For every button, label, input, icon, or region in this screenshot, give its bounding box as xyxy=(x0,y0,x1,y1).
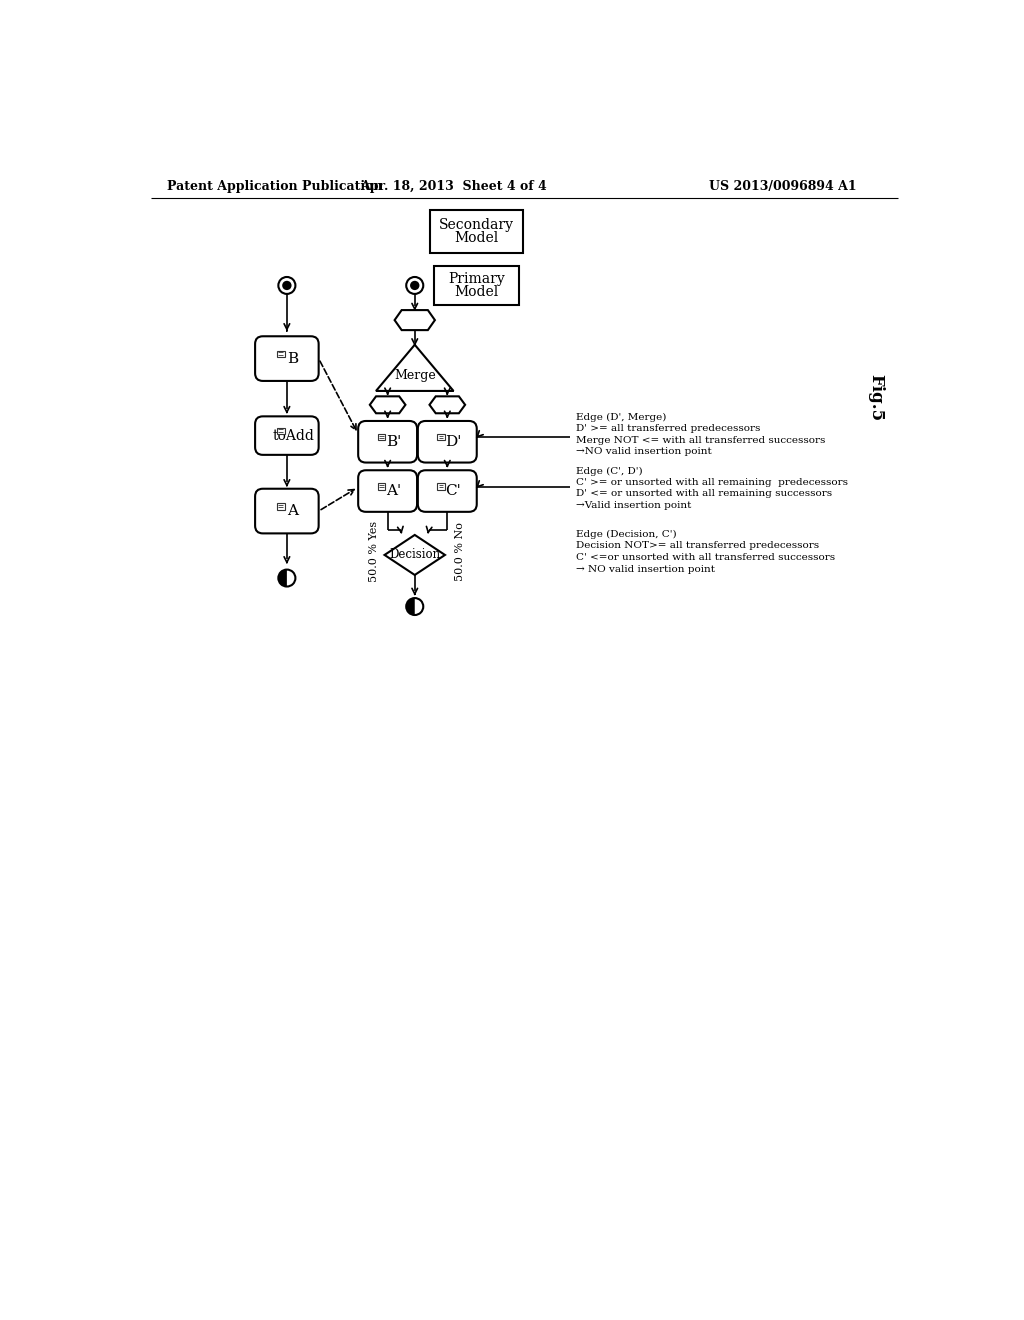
FancyBboxPatch shape xyxy=(418,470,477,512)
Text: Edge (Decision, C'): Edge (Decision, C') xyxy=(575,529,677,539)
Text: Merge: Merge xyxy=(394,370,435,381)
Circle shape xyxy=(283,281,292,290)
Text: D' <= or unsorted with all remaining successors: D' <= or unsorted with all remaining suc… xyxy=(575,490,833,499)
Text: Patent Application Publication: Patent Application Publication xyxy=(167,181,382,194)
Polygon shape xyxy=(385,535,445,576)
FancyBboxPatch shape xyxy=(255,337,318,381)
Text: Model: Model xyxy=(455,231,499,244)
Text: B': B' xyxy=(386,434,401,449)
Bar xyxy=(437,434,445,441)
Bar xyxy=(276,351,285,358)
Text: Edge (C', D'): Edge (C', D') xyxy=(575,466,643,475)
Bar xyxy=(430,210,523,252)
Text: D' >= all transferred predecessors: D' >= all transferred predecessors xyxy=(575,424,761,433)
Text: Edge (D', Merge): Edge (D', Merge) xyxy=(575,412,667,421)
Text: Decision NOT>= all transferred predecessors: Decision NOT>= all transferred predecess… xyxy=(575,541,819,550)
Text: 50.0 % Yes: 50.0 % Yes xyxy=(370,520,380,582)
Bar xyxy=(437,483,445,490)
Text: Apr. 18, 2013  Sheet 4 of 4: Apr. 18, 2013 Sheet 4 of 4 xyxy=(360,181,547,194)
Text: D': D' xyxy=(445,434,462,449)
Bar xyxy=(434,267,519,305)
Polygon shape xyxy=(370,396,406,413)
FancyBboxPatch shape xyxy=(358,470,417,512)
Text: →NO valid insertion point: →NO valid insertion point xyxy=(575,447,712,457)
Text: Primary: Primary xyxy=(449,272,505,286)
FancyBboxPatch shape xyxy=(358,421,417,462)
Circle shape xyxy=(407,277,423,294)
Text: →Valid insertion point: →Valid insertion point xyxy=(575,502,691,510)
Text: Secondary: Secondary xyxy=(439,218,514,232)
Text: 50.0 % No: 50.0 % No xyxy=(455,521,465,581)
Bar xyxy=(276,428,285,434)
Text: C' <=or unsorted with all transferred successors: C' <=or unsorted with all transferred su… xyxy=(575,553,836,561)
Bar xyxy=(378,434,385,441)
Text: US 2013/0096894 A1: US 2013/0096894 A1 xyxy=(709,181,856,194)
Polygon shape xyxy=(394,310,435,330)
Polygon shape xyxy=(376,345,454,391)
Circle shape xyxy=(279,277,295,294)
Text: Decision: Decision xyxy=(389,548,440,561)
FancyBboxPatch shape xyxy=(255,488,318,533)
Text: toAdd: toAdd xyxy=(272,429,314,442)
Text: → NO valid insertion point: → NO valid insertion point xyxy=(575,565,715,574)
Polygon shape xyxy=(279,570,287,586)
Text: Model: Model xyxy=(455,285,499,298)
Bar xyxy=(276,503,285,510)
Text: A: A xyxy=(288,504,299,517)
FancyBboxPatch shape xyxy=(418,421,477,462)
Text: Fig.5: Fig.5 xyxy=(867,374,885,421)
Circle shape xyxy=(410,281,420,290)
Text: A': A' xyxy=(386,484,401,498)
Bar xyxy=(378,483,385,490)
Text: C' >= or unsorted with all remaining  predecessors: C' >= or unsorted with all remaining pre… xyxy=(575,478,848,487)
Text: B: B xyxy=(288,351,299,366)
Text: C': C' xyxy=(445,484,462,498)
FancyBboxPatch shape xyxy=(255,416,318,455)
Polygon shape xyxy=(429,396,465,413)
Text: Merge NOT <= with all transferred successors: Merge NOT <= with all transferred succes… xyxy=(575,436,825,445)
Polygon shape xyxy=(407,598,415,615)
